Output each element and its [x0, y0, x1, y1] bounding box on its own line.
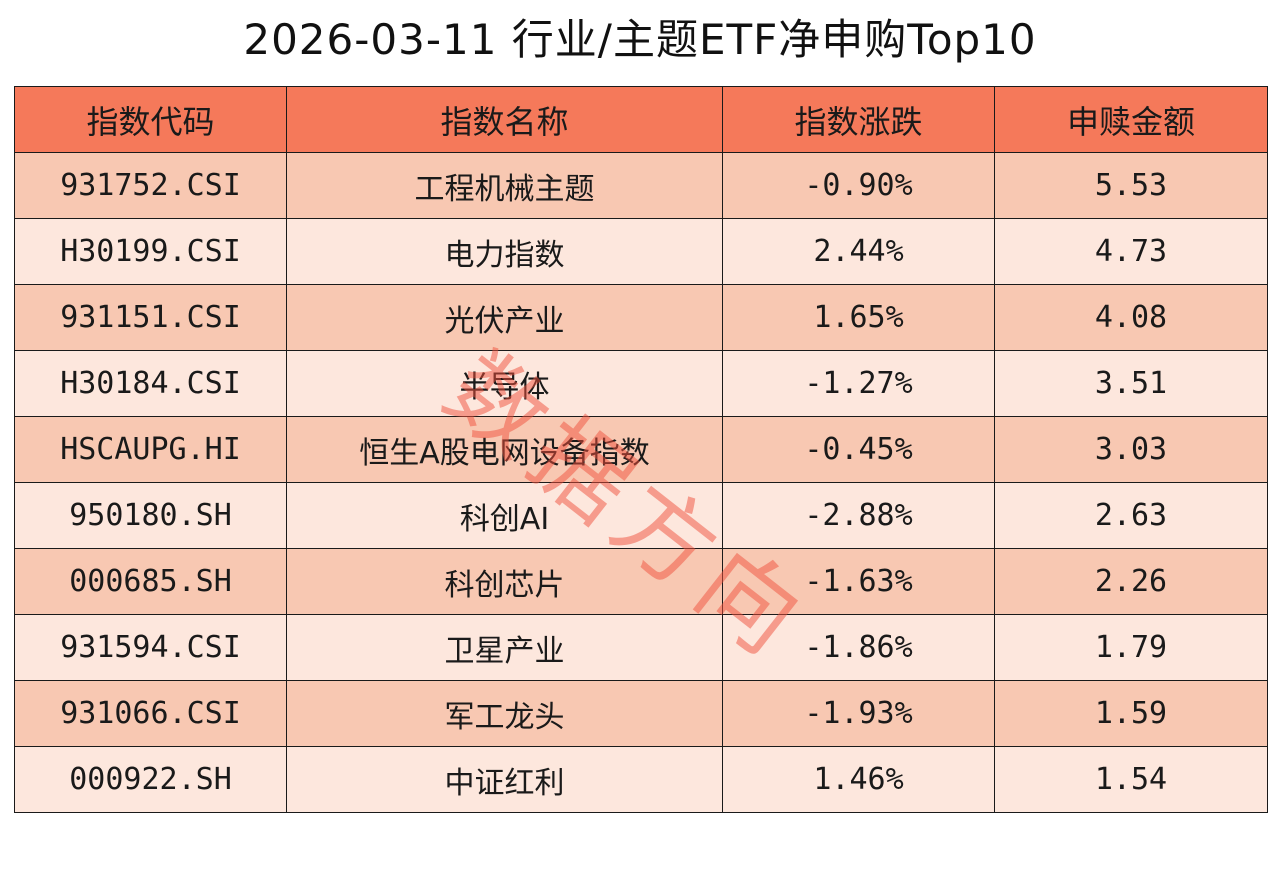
cell-index-change: -1.27% — [722, 350, 995, 417]
table-row: 000685.SH 科创芯片 -1.63% 2.26 — [14, 548, 1268, 615]
cell-index-code: 931594.CSI — [14, 614, 287, 681]
cell-index-code: 000922.SH — [14, 746, 287, 813]
cell-subscription-amount: 3.03 — [994, 416, 1268, 483]
cell-subscription-amount: 2.63 — [994, 482, 1268, 549]
cell-index-name: 光伏产业 — [286, 284, 723, 351]
cell-index-code: H30184.CSI — [14, 350, 287, 417]
cell-index-change: -1.93% — [722, 680, 995, 747]
table-row: H30199.CSI 电力指数 2.44% 4.73 — [14, 218, 1268, 285]
cell-index-code: 000685.SH — [14, 548, 287, 615]
cell-index-name: 电力指数 — [286, 218, 723, 285]
cell-index-code: H30199.CSI — [14, 218, 287, 285]
etf-table: 指数代码 指数名称 指数涨跌 申赎金额 931752.CSI 工程机械主题 -0.9… — [14, 86, 1268, 813]
column-header-index-code: 指数代码 — [14, 86, 287, 153]
table-row: 000922.SH 中证红利 1.46% 1.54 — [14, 746, 1268, 813]
cell-index-change: 2.44% — [722, 218, 995, 285]
cell-index-change: -0.45% — [722, 416, 995, 483]
table-row: 931151.CSI 光伏产业 1.65% 4.08 — [14, 284, 1268, 351]
column-header-index-change: 指数涨跌 — [722, 86, 995, 153]
table-row: 950180.SH 科创AI -2.88% 2.63 — [14, 482, 1268, 549]
cell-index-code: 931066.CSI — [14, 680, 287, 747]
cell-index-name: 军工龙头 — [286, 680, 723, 747]
cell-index-name: 半导体 — [286, 350, 723, 417]
cell-index-name: 卫星产业 — [286, 614, 723, 681]
chart-title: 2026-03-11 行业/主题ETF净申购Top10 — [243, 15, 1037, 64]
column-header-subscription-amount: 申赎金额 — [994, 86, 1268, 153]
table-row: H30184.CSI 半导体 -1.27% 3.51 — [14, 350, 1268, 417]
cell-subscription-amount: 3.51 — [994, 350, 1268, 417]
table-row: 931066.CSI 军工龙头 -1.93% 1.59 — [14, 680, 1268, 747]
cell-index-name: 工程机械主题 — [286, 152, 723, 219]
cell-index-name: 恒生A股电网设备指数 — [286, 416, 723, 483]
cell-subscription-amount: 4.73 — [994, 218, 1268, 285]
table-row: 931752.CSI 工程机械主题 -0.90% 5.53 — [14, 152, 1268, 219]
cell-index-name: 科创AI — [286, 482, 723, 549]
cell-index-code: HSCAUPG.HI — [14, 416, 287, 483]
cell-index-change: 1.46% — [722, 746, 995, 813]
cell-index-code: 931752.CSI — [14, 152, 287, 219]
cell-subscription-amount: 5.53 — [994, 152, 1268, 219]
table-body: 931752.CSI 工程机械主题 -0.90% 5.53 H30199.CSI 电力指数… — [14, 152, 1268, 813]
cell-subscription-amount: 1.59 — [994, 680, 1268, 747]
cell-index-name: 中证红利 — [286, 746, 723, 813]
cell-index-change: -1.86% — [722, 614, 995, 681]
cell-index-change: 1.65% — [722, 284, 995, 351]
cell-index-change: -1.63% — [722, 548, 995, 615]
cell-index-code: 950180.SH — [14, 482, 287, 549]
cell-index-name: 科创芯片 — [286, 548, 723, 615]
cell-index-code: 931151.CSI — [14, 284, 287, 351]
cell-subscription-amount: 2.26 — [994, 548, 1268, 615]
table-row: 931594.CSI 卫星产业 -1.86% 1.79 — [14, 614, 1268, 681]
cell-index-change: -0.90% — [722, 152, 995, 219]
table-row: HSCAUPG.HI 恒生A股电网设备指数 -0.45% 3.03 — [14, 416, 1268, 483]
cell-subscription-amount: 4.08 — [994, 284, 1268, 351]
table-header-row: 指数代码 指数名称 指数涨跌 申赎金额 — [14, 86, 1268, 153]
column-header-index-name: 指数名称 — [286, 86, 723, 153]
cell-index-change: -2.88% — [722, 482, 995, 549]
cell-subscription-amount: 1.54 — [994, 746, 1268, 813]
cell-subscription-amount: 1.79 — [994, 614, 1268, 681]
